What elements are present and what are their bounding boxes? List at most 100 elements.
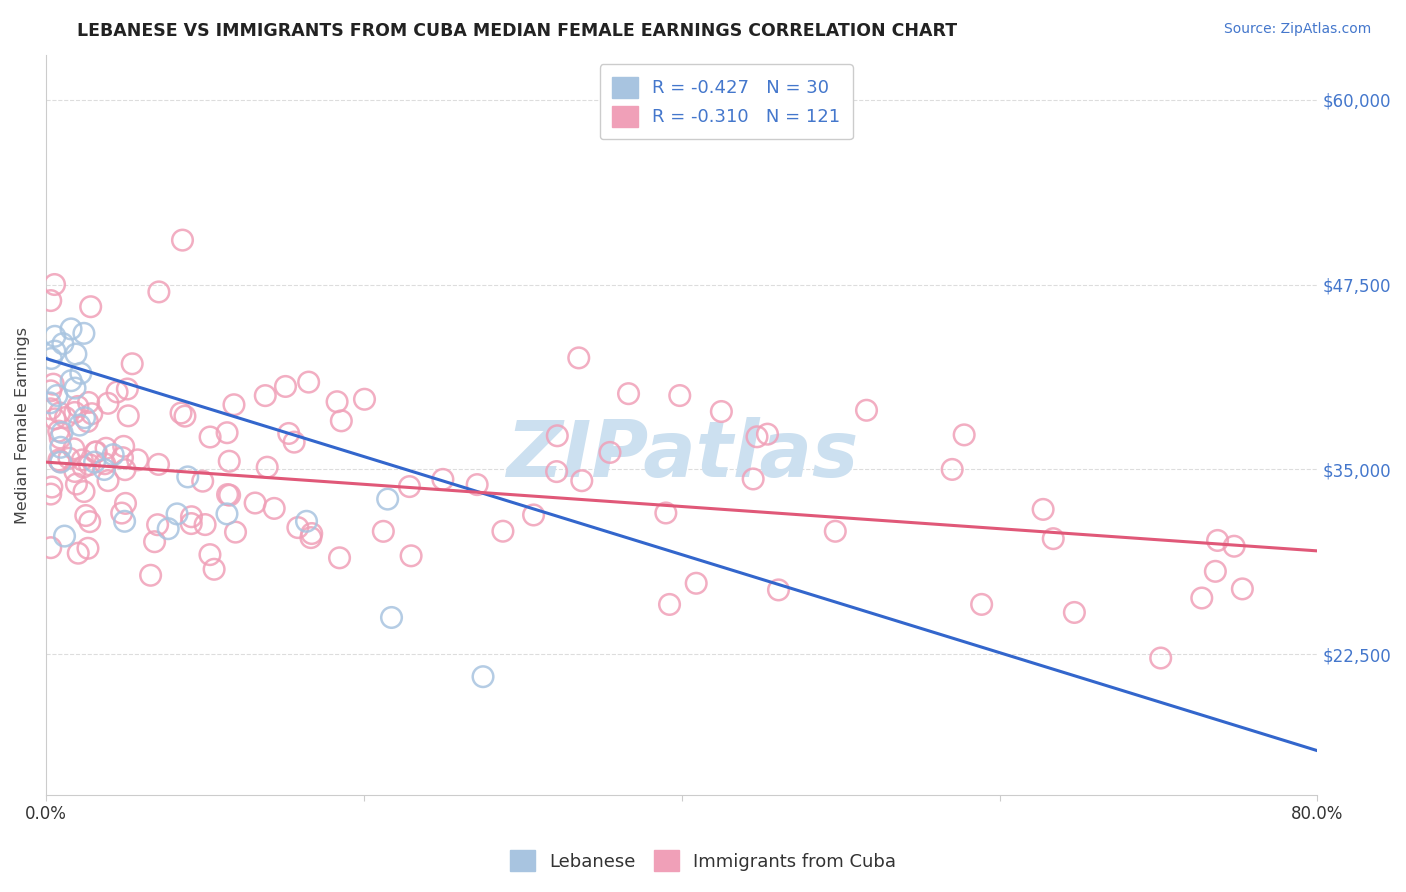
Point	[72, 453, 94, 467]
Point	[166, 507, 188, 521]
Point	[180, 509, 202, 524]
Point	[72, 460, 94, 475]
Point	[97, 474, 120, 488]
Point	[263, 501, 285, 516]
Point	[1191, 591, 1213, 605]
Point	[1063, 606, 1085, 620]
Point	[65, 477, 87, 491]
Point	[194, 517, 217, 532]
Legend: Lebanese, Immigrants from Cuba: Lebanese, Immigrants from Cuba	[502, 843, 904, 879]
Point	[63, 465, 86, 479]
Point	[84, 445, 107, 459]
Point	[58, 451, 80, 466]
Point	[42, 377, 65, 392]
Point	[148, 458, 170, 472]
Point	[277, 426, 299, 441]
Point	[283, 435, 305, 450]
Point	[571, 474, 593, 488]
Point	[80, 407, 103, 421]
Point	[685, 576, 707, 591]
Point	[38, 396, 60, 410]
Point	[101, 448, 124, 462]
Point	[77, 541, 100, 556]
Point	[1032, 502, 1054, 516]
Point	[174, 409, 197, 424]
Point	[756, 427, 779, 442]
Point	[66, 400, 89, 414]
Point	[44, 329, 66, 343]
Point	[941, 462, 963, 476]
Point	[94, 442, 117, 456]
Point	[60, 374, 83, 388]
Point	[256, 460, 278, 475]
Point	[73, 326, 96, 341]
Point	[373, 524, 395, 539]
Point	[146, 517, 169, 532]
Point	[399, 549, 422, 563]
Point	[523, 508, 546, 522]
Point	[225, 525, 247, 540]
Point	[465, 477, 488, 491]
Point	[328, 550, 350, 565]
Point	[377, 492, 399, 507]
Point	[75, 508, 97, 523]
Point	[824, 524, 846, 539]
Point	[79, 300, 101, 314]
Point	[198, 430, 221, 444]
Point	[84, 445, 107, 459]
Point	[39, 401, 62, 416]
Point	[215, 507, 238, 521]
Point	[710, 404, 733, 418]
Y-axis label: Median Female Earnings: Median Female Earnings	[15, 326, 30, 524]
Point	[546, 465, 568, 479]
Point	[48, 453, 70, 467]
Point	[599, 445, 621, 459]
Point	[63, 381, 86, 395]
Point	[114, 514, 136, 528]
Point	[287, 520, 309, 534]
Point	[117, 409, 139, 423]
Point	[51, 425, 73, 440]
Point	[330, 414, 353, 428]
Point	[243, 496, 266, 510]
Point	[49, 455, 72, 469]
Point	[217, 487, 239, 501]
Point	[353, 392, 375, 407]
Point	[79, 515, 101, 529]
Point	[617, 386, 640, 401]
Point	[97, 396, 120, 410]
Point	[49, 431, 72, 445]
Point	[1232, 582, 1254, 596]
Point	[114, 463, 136, 477]
Point	[198, 548, 221, 562]
Point	[1150, 651, 1173, 665]
Point	[380, 610, 402, 624]
Point	[745, 430, 768, 444]
Point	[143, 534, 166, 549]
Point	[127, 453, 149, 467]
Point	[55, 410, 77, 425]
Point	[65, 347, 87, 361]
Point	[172, 233, 194, 247]
Point	[202, 562, 225, 576]
Point	[39, 293, 62, 308]
Point	[668, 388, 690, 402]
Point	[970, 598, 993, 612]
Point	[114, 496, 136, 510]
Point	[398, 480, 420, 494]
Point	[39, 351, 62, 366]
Point	[41, 480, 63, 494]
Point	[39, 487, 62, 501]
Point	[44, 344, 66, 359]
Point	[546, 429, 568, 443]
Point	[218, 454, 240, 468]
Point	[60, 322, 83, 336]
Text: LEBANESE VS IMMIGRANTS FROM CUBA MEDIAN FEMALE EARNINGS CORRELATION CHART: LEBANESE VS IMMIGRANTS FROM CUBA MEDIAN …	[77, 22, 957, 40]
Point	[148, 285, 170, 299]
Point	[93, 457, 115, 471]
Point	[111, 506, 134, 520]
Point	[79, 458, 101, 472]
Point	[83, 455, 105, 469]
Point	[768, 582, 790, 597]
Point	[568, 351, 591, 365]
